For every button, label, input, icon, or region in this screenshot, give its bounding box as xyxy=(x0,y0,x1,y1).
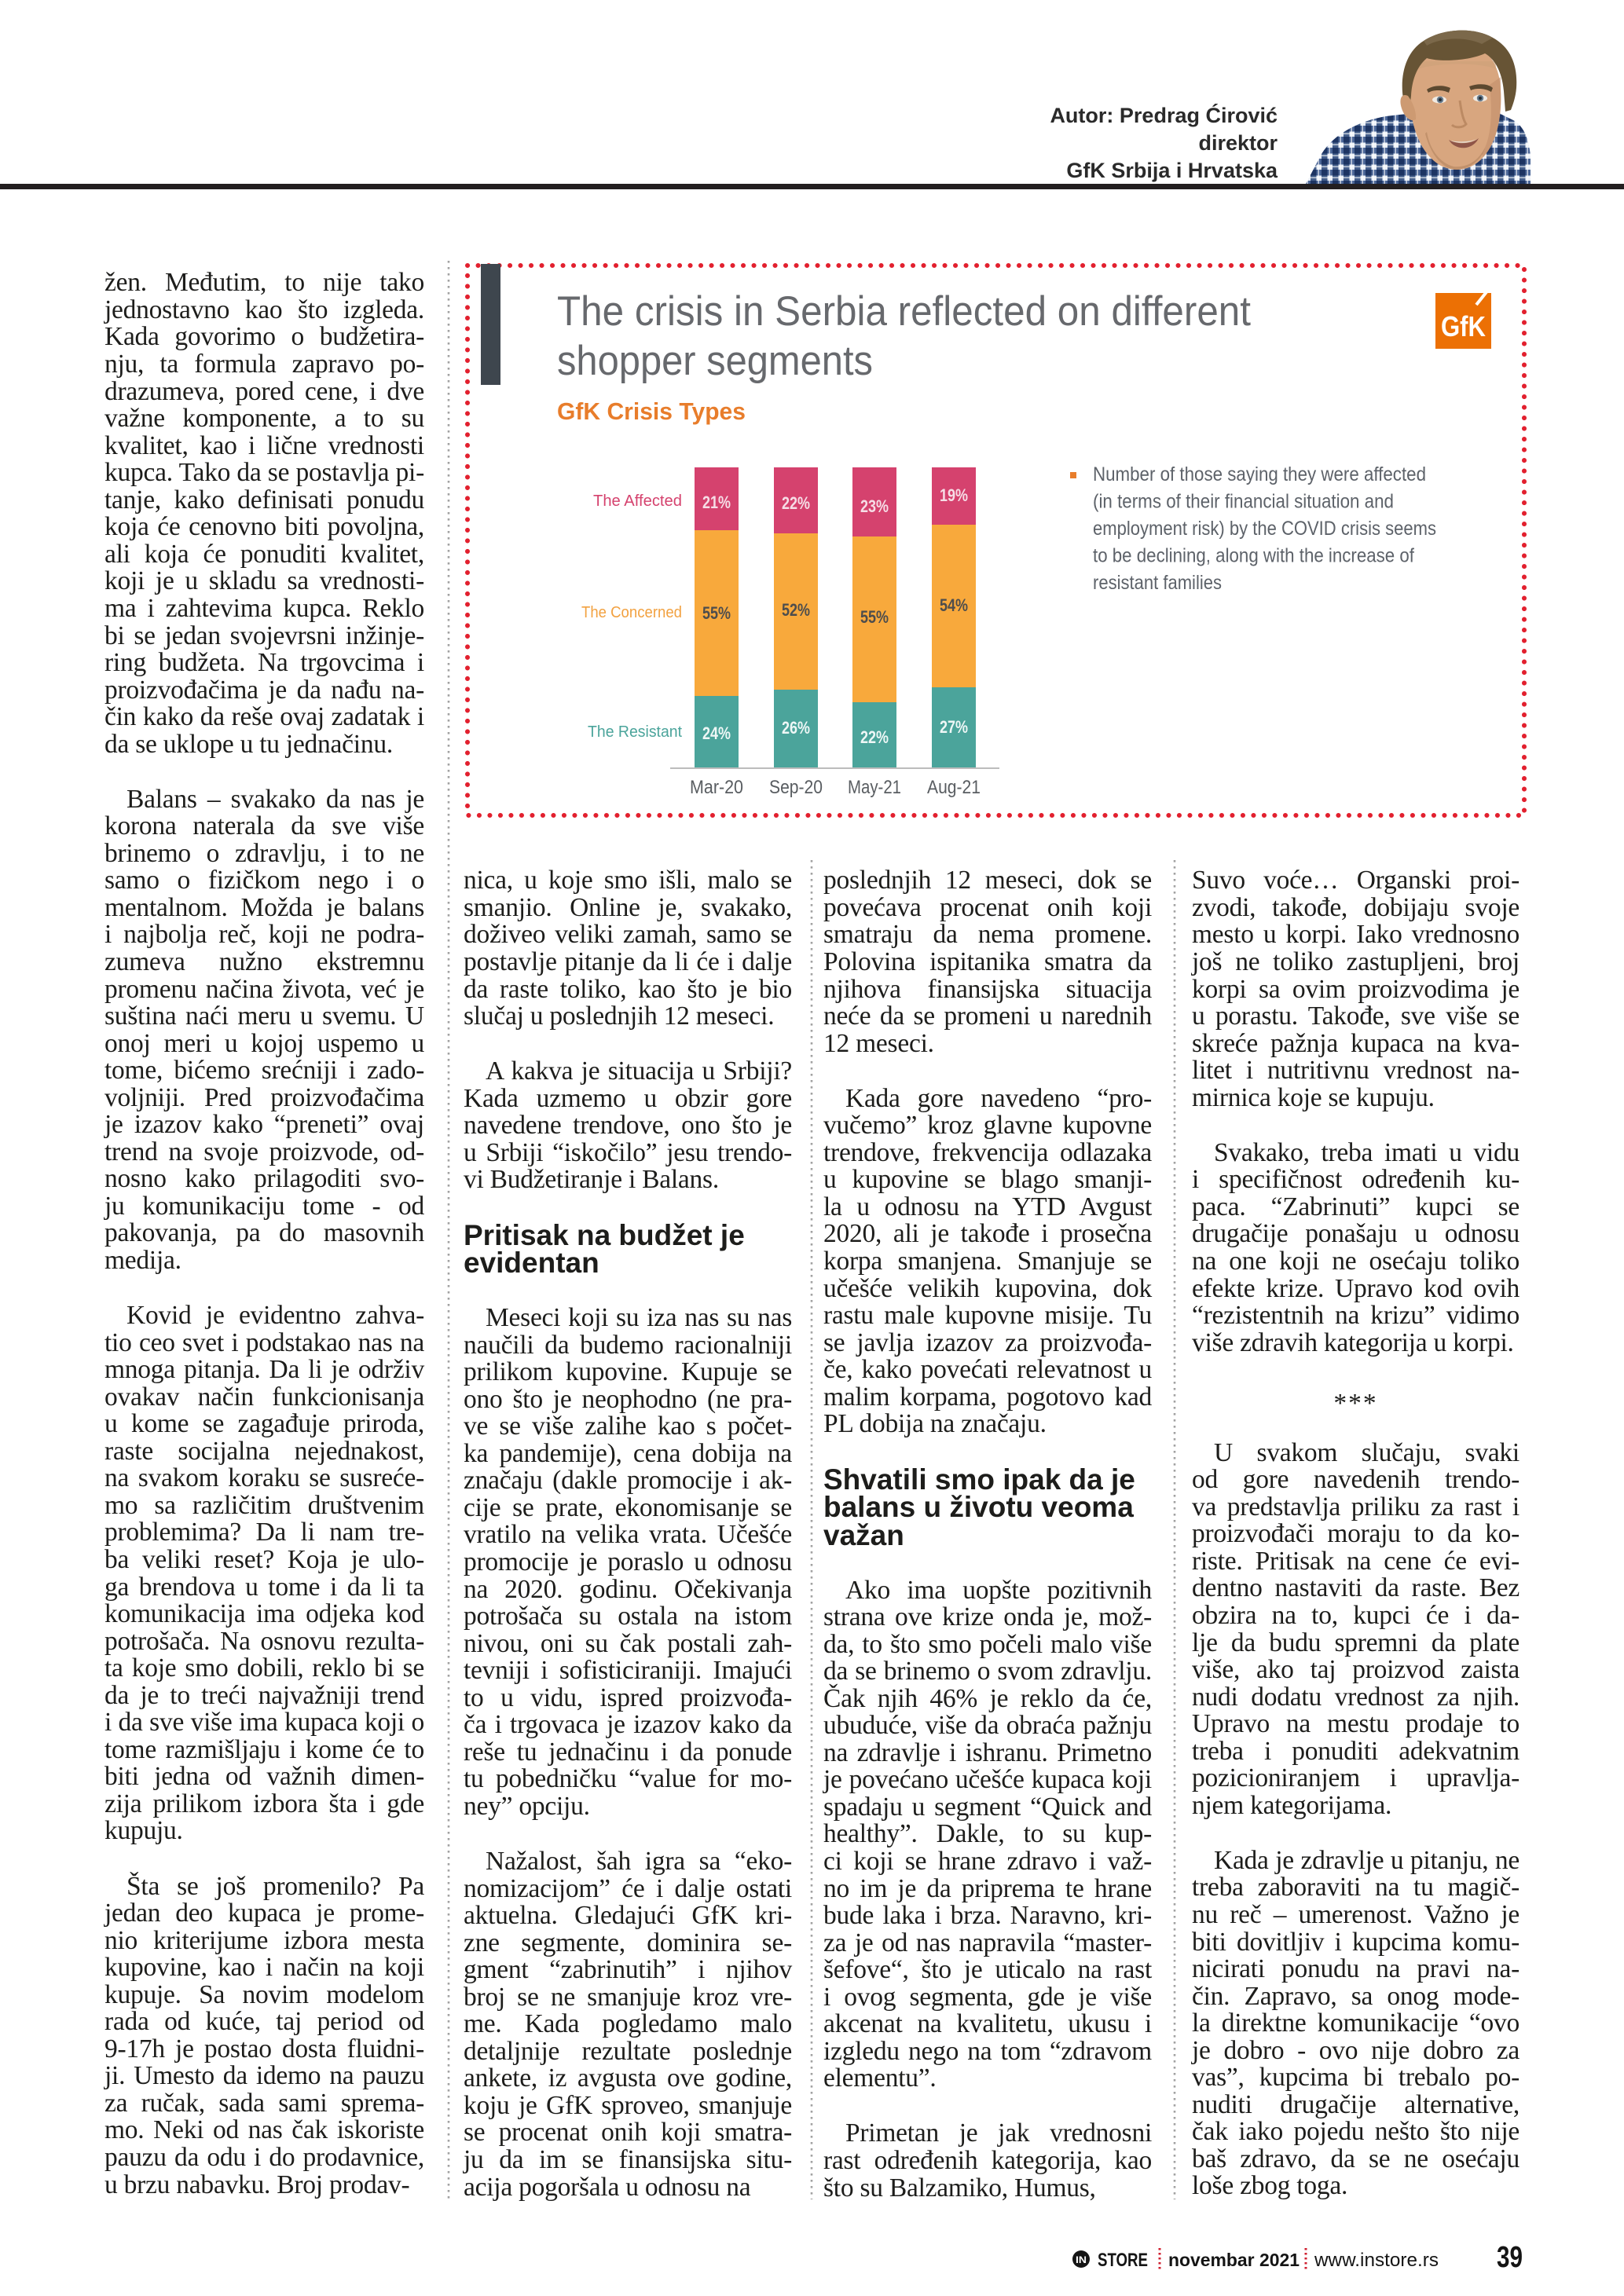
svg-text:Aug-21: Aug-21 xyxy=(927,777,981,798)
svg-text:The Resistant: The Resistant xyxy=(588,723,682,741)
svg-text:novembar 2021: novembar 2021 xyxy=(1168,2250,1300,2270)
svg-text:22%: 22% xyxy=(782,493,810,513)
svg-text:The Affected: The Affected xyxy=(593,493,682,510)
svg-text:GfK Crisis Types: GfK Crisis Types xyxy=(557,397,746,425)
svg-text:to be declining, along with th: to be declining, along with the increase… xyxy=(1093,545,1414,567)
svg-text:STORE: STORE xyxy=(1098,2250,1148,2271)
svg-text:55%: 55% xyxy=(860,607,889,627)
svg-text:52%: 52% xyxy=(782,600,810,620)
svg-text:The crisis in Serbia reflected: The crisis in Serbia reflected on differ… xyxy=(557,288,1251,335)
svg-text:19%: 19% xyxy=(940,485,968,505)
svg-text:May-21: May-21 xyxy=(848,777,901,798)
svg-text:21%: 21% xyxy=(702,493,731,512)
svg-text:GfK: GfK xyxy=(1441,310,1486,342)
svg-text:The Concerned: The Concerned xyxy=(581,604,682,621)
svg-text:Sep-20: Sep-20 xyxy=(769,777,823,798)
svg-text:www.instore.rs: www.instore.rs xyxy=(1314,2250,1439,2271)
svg-text:23%: 23% xyxy=(860,496,889,516)
svg-text:Number of those saying they we: Number of those saying they were affecte… xyxy=(1093,463,1426,485)
svg-text:27%: 27% xyxy=(940,717,968,737)
svg-text:(in terms of their financial s: (in terms of their financial situation a… xyxy=(1093,491,1394,513)
svg-text:55%: 55% xyxy=(702,603,731,623)
svg-text:39: 39 xyxy=(1497,2241,1523,2274)
svg-text:22%: 22% xyxy=(860,727,889,747)
svg-text:employment risk) by the COVID: employment risk) by the COVID crisis see… xyxy=(1093,518,1436,540)
svg-text:shopper segments: shopper segments xyxy=(557,338,873,384)
svg-text:54%: 54% xyxy=(940,595,968,615)
svg-text:24%: 24% xyxy=(702,723,731,743)
svg-text:26%: 26% xyxy=(782,718,810,738)
svg-text:Mar-20: Mar-20 xyxy=(690,777,743,798)
svg-text:resistant families: resistant families xyxy=(1093,572,1222,594)
svg-text:IN: IN xyxy=(1076,2254,1087,2265)
